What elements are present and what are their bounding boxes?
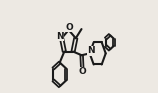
Text: O: O <box>78 67 86 76</box>
Text: O: O <box>65 23 73 32</box>
Text: N: N <box>56 32 64 41</box>
Text: N: N <box>88 46 95 55</box>
